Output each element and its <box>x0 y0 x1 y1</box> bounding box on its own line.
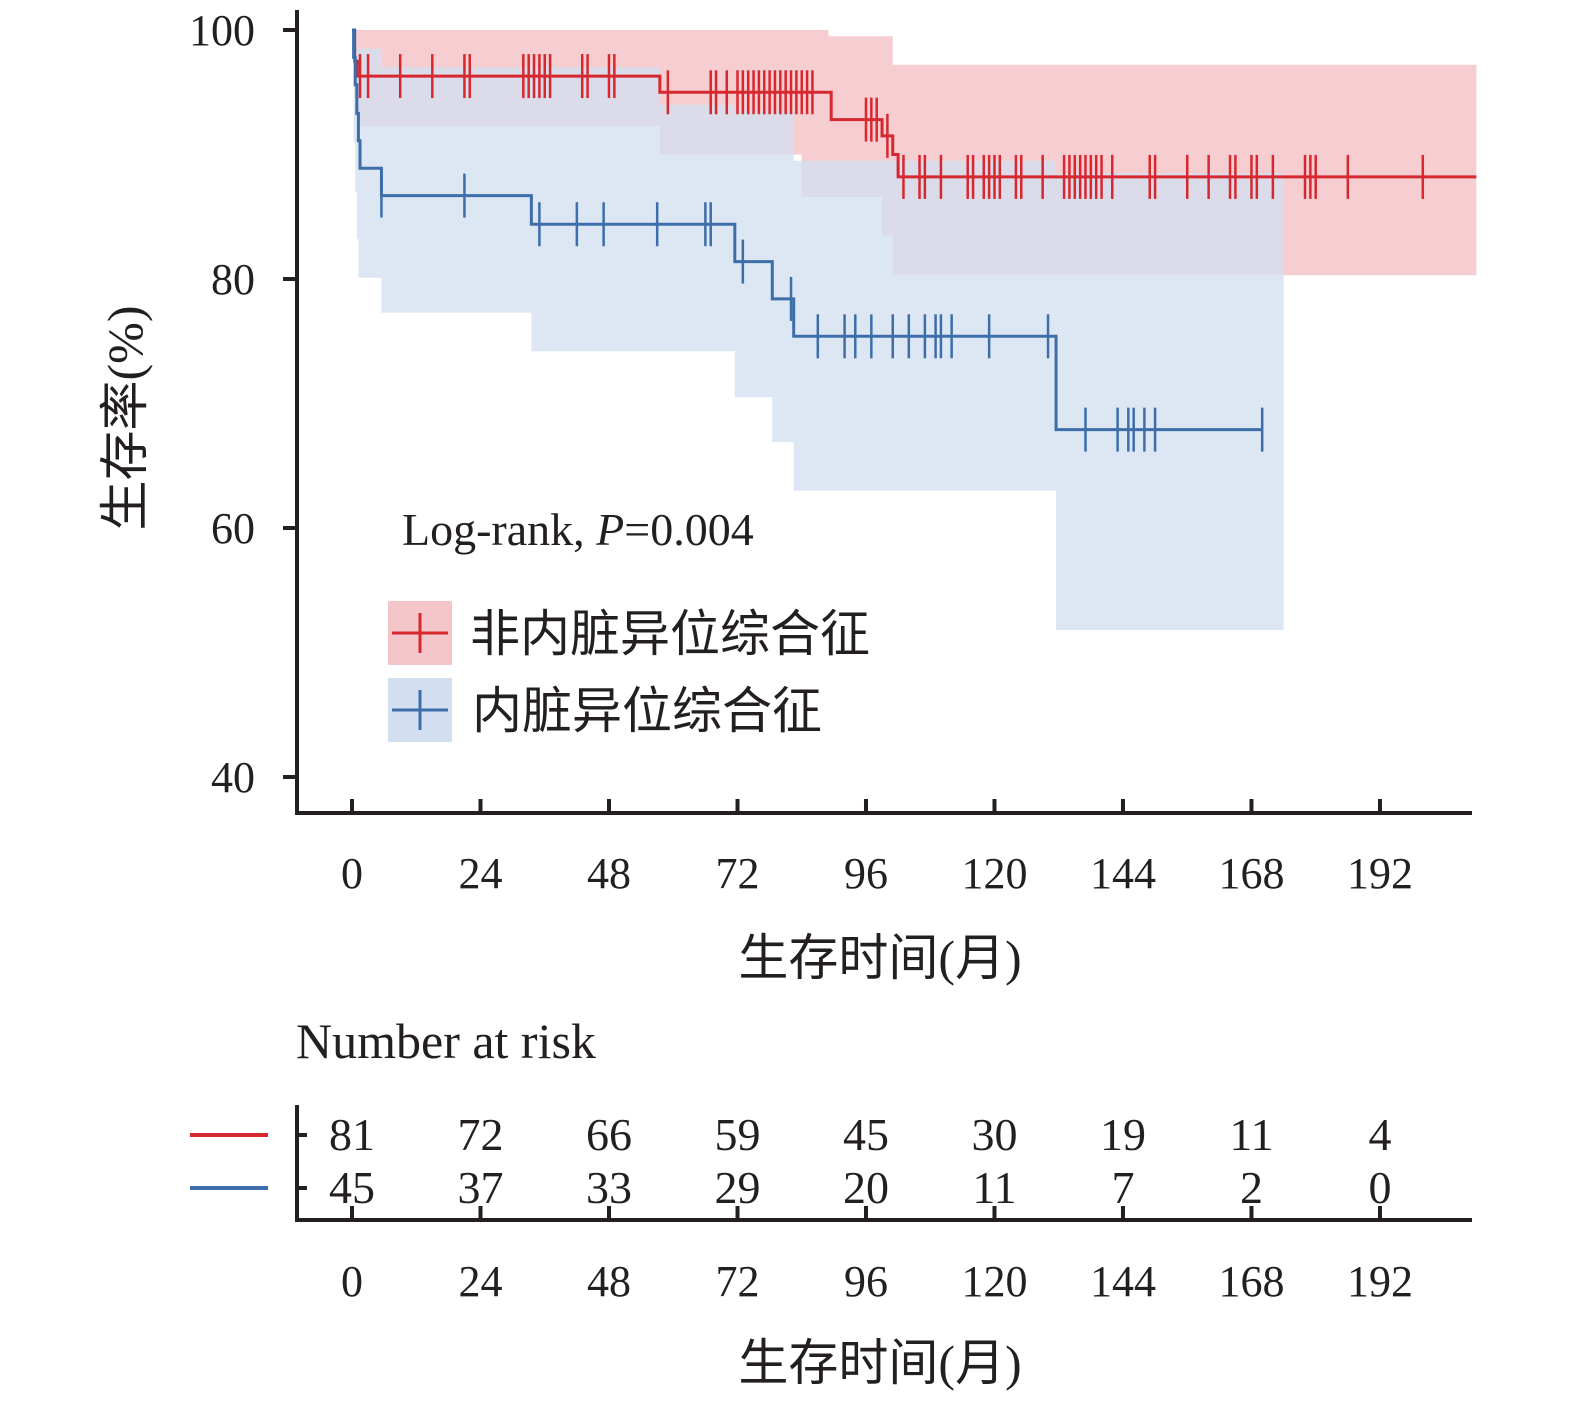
risk-x-tick-label: 0 <box>341 1257 363 1306</box>
risk-x-tick-label: 96 <box>844 1257 888 1306</box>
risk-x-tick-label: 168 <box>1218 1257 1284 1306</box>
at-risk-non-heterotaxy: 11 <box>1229 1109 1273 1160</box>
at-risk-heterotaxy: 45 <box>329 1162 375 1213</box>
at-risk-heterotaxy: 29 <box>714 1162 760 1213</box>
y-axis-title: 生存率(%) <box>97 306 153 531</box>
at-risk-heterotaxy: 37 <box>457 1162 503 1213</box>
y-tick-label: 40 <box>211 753 255 802</box>
legend-label-non-heterotaxy: 非内脏异位综合征 <box>470 606 870 662</box>
risk-table: Number at risk 生存时间(月) 0 24 48 72 96 120 144 16… <box>190 1013 1472 1391</box>
risk-x-tick-label: 72 <box>715 1257 759 1306</box>
legend-item-heterotaxy: 内脏异位综合征 <box>388 678 822 742</box>
y-tick-label: 100 <box>189 6 255 55</box>
at-risk-non-heterotaxy: 19 <box>1100 1109 1146 1160</box>
x-tick-label: 0 <box>341 849 363 898</box>
at-risk-non-heterotaxy: 81 <box>329 1109 375 1160</box>
risk-x-tick-label: 120 <box>961 1257 1027 1306</box>
at-risk-heterotaxy: 20 <box>843 1162 889 1213</box>
legend-item-non-heterotaxy: 非内脏异位综合征 <box>388 601 870 665</box>
at-risk-non-heterotaxy: 66 <box>586 1109 632 1160</box>
survival-plot: 40 60 80 100 0 24 48 72 96 120 144 168 192 <box>189 6 1477 898</box>
x-axis-title: 生存时间(月) <box>738 930 1021 986</box>
x-tick-label: 96 <box>844 849 888 898</box>
legend: 非内脏异位综合征 内脏异位综合征 <box>388 601 870 742</box>
risk-x-axis-title: 生存时间(月) <box>738 1335 1021 1391</box>
at-risk-heterotaxy: 11 <box>972 1162 1016 1213</box>
y-tick-label: 80 <box>211 255 255 304</box>
y-tick-label: 60 <box>211 504 255 553</box>
x-tick-label: 24 <box>458 849 502 898</box>
legend-label-heterotaxy: 内脏异位综合征 <box>472 683 822 739</box>
risk-x-tick-label: 144 <box>1090 1257 1156 1306</box>
at-risk-heterotaxy: 0 <box>1368 1162 1391 1213</box>
at-risk-non-heterotaxy: 59 <box>714 1109 760 1160</box>
at-risk-non-heterotaxy: 45 <box>843 1109 889 1160</box>
survival-line-non-heterotaxy <box>352 28 1477 179</box>
log-rank-annotation: Log-rank, P=0.004 <box>402 504 754 555</box>
log-rank-prefix: Log-rank, <box>402 504 596 555</box>
risk-table-title: Number at risk <box>296 1013 596 1069</box>
x-tick-label: 168 <box>1218 849 1284 898</box>
x-tick-label: 120 <box>961 849 1027 898</box>
x-tick-label: 72 <box>715 849 759 898</box>
risk-x-tick-label: 192 <box>1347 1257 1413 1306</box>
log-rank-p-value: =0.004 <box>624 504 753 555</box>
x-tick-label: 192 <box>1347 849 1413 898</box>
risk-x-tick-label: 48 <box>587 1257 631 1306</box>
at-risk-non-heterotaxy: 72 <box>457 1109 503 1160</box>
x-tick-label: 48 <box>587 849 631 898</box>
at-risk-heterotaxy: 7 <box>1111 1162 1134 1213</box>
x-tick-label: 144 <box>1090 849 1156 898</box>
log-rank-p-symbol: P <box>595 504 624 555</box>
at-risk-heterotaxy: 2 <box>1240 1162 1263 1213</box>
at-risk-non-heterotaxy: 4 <box>1368 1109 1391 1160</box>
at-risk-non-heterotaxy: 30 <box>971 1109 1017 1160</box>
survival-line-heterotaxy <box>352 28 1263 432</box>
at-risk-heterotaxy: 33 <box>586 1162 632 1213</box>
risk-x-tick-label: 24 <box>458 1257 502 1306</box>
